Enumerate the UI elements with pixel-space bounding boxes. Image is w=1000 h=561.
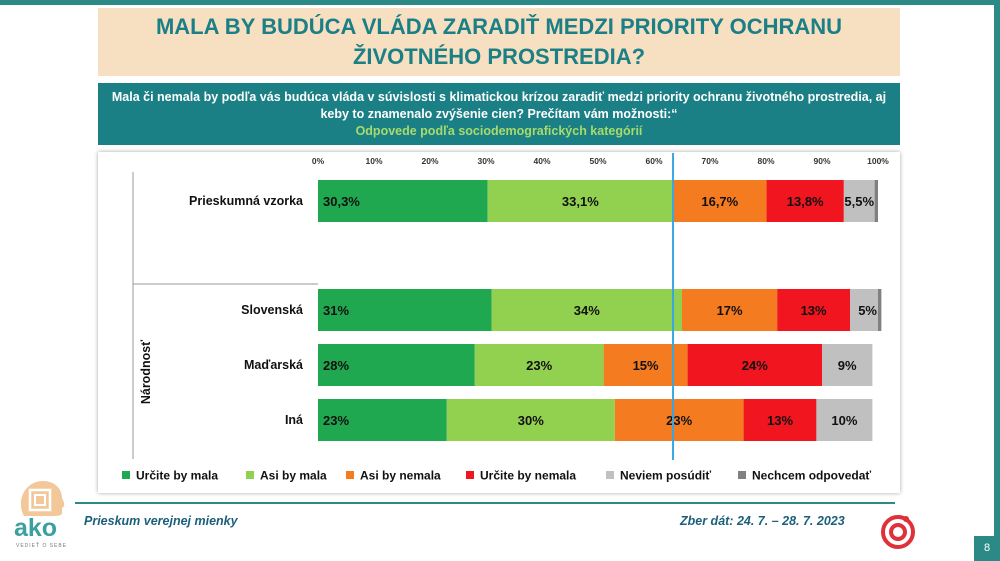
data-label: 30%	[518, 413, 544, 428]
data-label: 23%	[526, 358, 552, 373]
bar-segment	[673, 180, 767, 222]
chart-panel: 0% 10% 20% 30% 40% 50% 60% 70% 80% 90% 100% Národno…	[98, 152, 900, 493]
bar-segment	[850, 289, 878, 331]
slide-title: MALA BY BUDÚCA VLÁDA ZARADIŤ MEDZI PRIOR…	[155, 14, 843, 69]
x-tick-label: 90%	[813, 156, 830, 166]
category-label: Prieskumná vzorka	[189, 194, 304, 208]
data-label: 15%	[633, 358, 659, 373]
data-label: 23%	[323, 413, 349, 428]
page-number: 8	[974, 536, 1000, 561]
question-text: Mala či nemala by podľa vás budúca vláda…	[111, 90, 887, 121]
question-box: Mala či nemala by podľa vás budúca vláda…	[98, 83, 900, 145]
group-label: Národnosť	[139, 340, 153, 404]
data-label: 28%	[323, 358, 349, 373]
data-label: 33,1%	[562, 194, 599, 209]
brand-swirl-icon	[881, 515, 915, 549]
data-label: 13%	[767, 413, 793, 428]
bar-segment	[487, 180, 674, 222]
legend-label: Určite by mala	[136, 469, 218, 483]
logo-wordmark: ako	[14, 514, 58, 542]
footer-survey-label: Prieskum verejnej mienky	[84, 514, 238, 528]
x-tick-label: 100%	[867, 156, 889, 166]
legend-swatch	[346, 471, 354, 479]
bar-segment	[816, 399, 873, 441]
x-tick-label: 40%	[533, 156, 550, 166]
bar-segment	[874, 180, 878, 222]
bar-segment	[766, 180, 844, 222]
data-label: 30,3%	[323, 194, 360, 209]
bar-segment	[743, 399, 817, 441]
x-tick-label: 30%	[477, 156, 494, 166]
category-label: Slovenská	[241, 303, 303, 317]
data-label: 34%	[574, 303, 600, 318]
ako-logo-icon	[20, 480, 65, 516]
data-label: 13%	[801, 303, 827, 318]
data-label: 10%	[831, 413, 857, 428]
x-tick-label: 0%	[312, 156, 325, 166]
legend-label: Neviem posúdiť	[620, 469, 711, 483]
stacked-bar-chart: 0% 10% 20% 30% 40% 50% 60% 70% 80% 90% 100% Národno…	[122, 153, 889, 483]
data-label: 17%	[717, 303, 743, 318]
bar-segment	[843, 180, 875, 222]
bar-segment	[318, 289, 492, 331]
data-label: 23%	[666, 413, 692, 428]
legend-label: Asi by mala	[260, 469, 327, 483]
bar-segment	[822, 344, 873, 386]
data-label: 5%	[858, 303, 877, 318]
footer-divider	[75, 502, 895, 504]
data-label: 24%	[742, 358, 768, 373]
x-tick-label: 50%	[589, 156, 606, 166]
bar-segment	[878, 289, 882, 331]
data-label: 13,8%	[787, 194, 824, 209]
legend-swatch	[466, 471, 474, 479]
bar-segment	[474, 344, 604, 386]
category-label: Maďarská	[244, 358, 303, 372]
data-label: 9%	[838, 358, 857, 373]
bar-segment	[777, 289, 850, 331]
bar-segment	[687, 344, 822, 386]
bar-segment	[491, 289, 682, 331]
x-tick-label: 80%	[757, 156, 774, 166]
x-tick-label: 60%	[645, 156, 662, 166]
x-tick-label: 70%	[701, 156, 718, 166]
bar-segment	[318, 344, 475, 386]
legend-swatch	[122, 471, 130, 479]
bar-segment	[614, 399, 744, 441]
top-frame	[0, 0, 1000, 5]
category-label: Iná	[285, 413, 303, 427]
data-label: 31%	[323, 303, 349, 318]
bar-segment	[446, 399, 615, 441]
data-label: 5,5%	[844, 194, 874, 209]
right-frame	[994, 0, 1000, 561]
legend-swatch	[738, 471, 746, 479]
question-subtitle: Odpovede podľa sociodemografických kateg…	[355, 124, 643, 138]
logo-tagline: VEDIEŤ O SEBE	[16, 543, 68, 549]
x-tick-label: 10%	[365, 156, 382, 166]
bar-segment	[318, 180, 488, 222]
bar-segment	[318, 399, 447, 441]
bar-segment	[682, 289, 778, 331]
legend-label: Nechcem odpovedať	[752, 469, 871, 483]
footer-date-range: Zber dát: 24. 7. – 28. 7. 2023	[680, 514, 845, 528]
title-box: MALA BY BUDÚCA VLÁDA ZARADIŤ MEDZI PRIOR…	[98, 8, 900, 76]
data-label: 16,7%	[701, 194, 738, 209]
legend-label: Asi by nemala	[360, 469, 441, 483]
legend-swatch	[606, 471, 614, 479]
x-tick-label: 20%	[421, 156, 438, 166]
legend-label: Určite by nemala	[480, 469, 576, 483]
legend-swatch	[246, 471, 254, 479]
